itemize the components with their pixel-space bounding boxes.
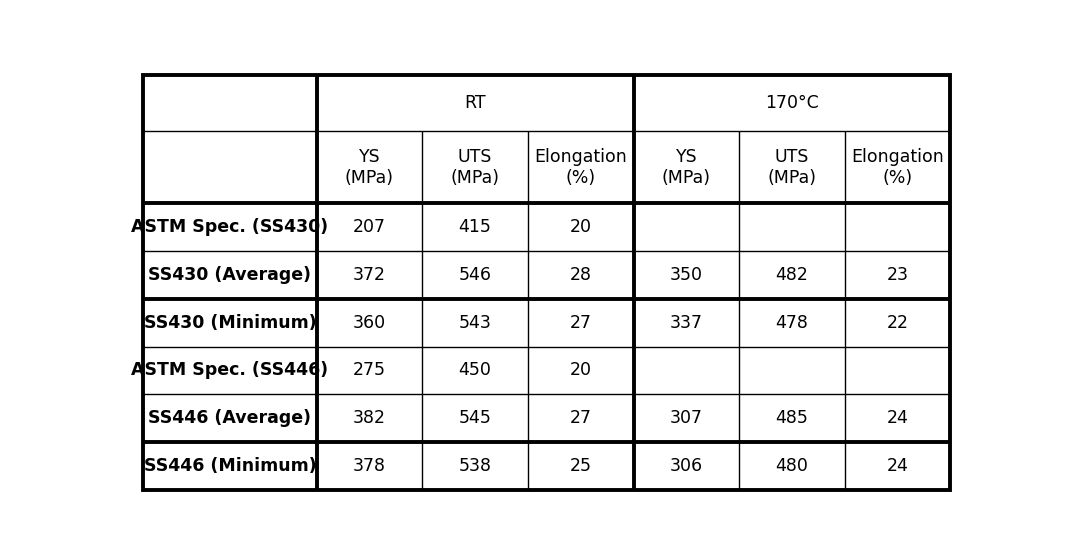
- Text: ASTM Spec. (SS430): ASTM Spec. (SS430): [131, 219, 329, 236]
- Text: 207: 207: [353, 219, 386, 236]
- Text: 350: 350: [670, 266, 703, 284]
- Text: 482: 482: [776, 266, 809, 284]
- Text: 170°C: 170°C: [765, 94, 818, 112]
- Text: Elongation
(%): Elongation (%): [535, 148, 627, 187]
- Text: YS
(MPa): YS (MPa): [662, 148, 711, 187]
- Text: 24: 24: [887, 409, 908, 427]
- Text: YS
(MPa): YS (MPa): [345, 148, 394, 187]
- Text: Elongation
(%): Elongation (%): [851, 148, 944, 187]
- Text: 27: 27: [570, 409, 592, 427]
- Text: 485: 485: [776, 409, 809, 427]
- Text: 23: 23: [887, 266, 909, 284]
- Text: UTS
(MPa): UTS (MPa): [767, 148, 816, 187]
- Text: 372: 372: [353, 266, 386, 284]
- Text: 450: 450: [459, 362, 492, 380]
- Text: 275: 275: [353, 362, 386, 380]
- Text: 22: 22: [887, 314, 909, 331]
- Text: 337: 337: [670, 314, 703, 331]
- Text: 415: 415: [459, 219, 492, 236]
- Text: 24: 24: [887, 457, 908, 475]
- Text: 20: 20: [570, 219, 592, 236]
- Text: 382: 382: [353, 409, 386, 427]
- Text: 306: 306: [670, 457, 703, 475]
- Text: SS430 (Average): SS430 (Average): [148, 266, 312, 284]
- Text: 28: 28: [570, 266, 592, 284]
- Text: 538: 538: [459, 457, 492, 475]
- Text: SS430 (Minimum): SS430 (Minimum): [144, 314, 316, 331]
- Text: 545: 545: [459, 409, 492, 427]
- Text: 20: 20: [570, 362, 592, 380]
- Text: 546: 546: [459, 266, 492, 284]
- Text: 378: 378: [353, 457, 386, 475]
- Text: UTS
(MPa): UTS (MPa): [450, 148, 499, 187]
- Text: ASTM Spec. (SS446): ASTM Spec. (SS446): [131, 362, 329, 380]
- Text: 27: 27: [570, 314, 592, 331]
- Text: 543: 543: [459, 314, 492, 331]
- Text: SS446 (Minimum): SS446 (Minimum): [144, 457, 316, 475]
- Text: 360: 360: [353, 314, 386, 331]
- Text: 25: 25: [570, 457, 592, 475]
- Text: RT: RT: [464, 94, 485, 112]
- Text: 480: 480: [776, 457, 809, 475]
- Text: SS446 (Average): SS446 (Average): [148, 409, 312, 427]
- Text: 478: 478: [776, 314, 809, 331]
- Text: 307: 307: [670, 409, 703, 427]
